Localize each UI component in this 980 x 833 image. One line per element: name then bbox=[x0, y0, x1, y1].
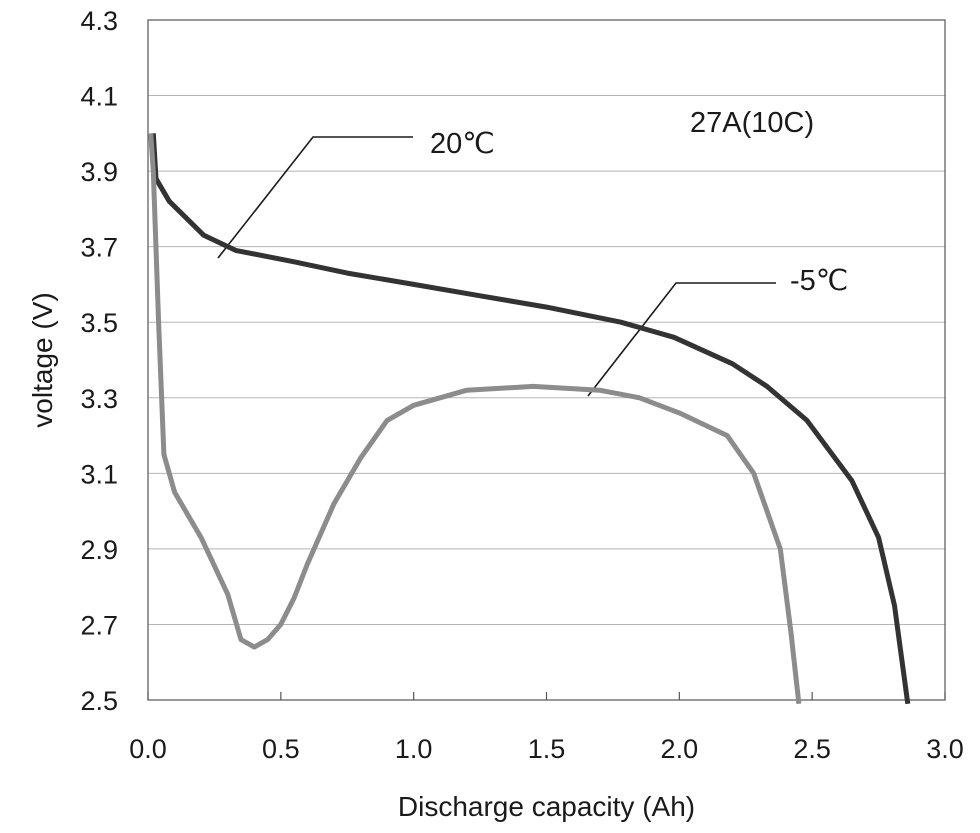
series-label-minus5c: -5℃ bbox=[790, 265, 848, 297]
series-line-1 bbox=[148, 133, 802, 705]
series-line-0 bbox=[150, 133, 911, 705]
x-tick-label: 1.5 bbox=[528, 734, 566, 764]
x-axis-label: Discharge capacity (Ah) bbox=[398, 791, 695, 822]
x-tick-labels: 0.0 0.5 1.0 1.5 2.0 2.5 3.0 bbox=[129, 734, 964, 764]
plot-frame bbox=[147, 19, 946, 701]
x-tick-label: 3.0 bbox=[926, 734, 964, 764]
x-tick-label: 2.0 bbox=[661, 734, 699, 764]
y-tick-label: 3.1 bbox=[80, 459, 118, 489]
x-tick-label: 0.0 bbox=[129, 734, 167, 764]
y-tick-label: 2.7 bbox=[80, 610, 118, 640]
y-tick-label: 3.5 bbox=[80, 308, 118, 338]
y-axis-label: voltage (V) bbox=[27, 292, 58, 427]
leader-line-minus5c bbox=[587, 282, 776, 397]
x-tick-label: 2.5 bbox=[793, 734, 831, 764]
x-tick-label: 1.0 bbox=[395, 734, 433, 764]
leader-line-20c bbox=[217, 136, 413, 259]
y-tick-label: 2.9 bbox=[80, 535, 118, 565]
y-tick-label: 3.3 bbox=[80, 384, 118, 414]
y-tick-label: 3.7 bbox=[80, 233, 118, 263]
current-rate-annotation: 27A(10C) bbox=[690, 107, 814, 139]
series-lines bbox=[148, 133, 911, 705]
y-tick-label: 2.5 bbox=[80, 686, 118, 716]
y-tick-label: 4.3 bbox=[80, 6, 118, 36]
y-tick-label: 3.9 bbox=[80, 157, 118, 187]
x-tick-label: 0.5 bbox=[262, 734, 300, 764]
series-label-20c: 20℃ bbox=[430, 128, 495, 160]
grid-lines bbox=[147, 19, 946, 701]
y-tick-labels: 2.5 2.7 2.9 3.1 3.3 3.5 3.7 3.9 4.1 4.3 bbox=[80, 6, 118, 716]
y-tick-label: 4.1 bbox=[80, 82, 118, 112]
leader-lines bbox=[217, 136, 776, 397]
